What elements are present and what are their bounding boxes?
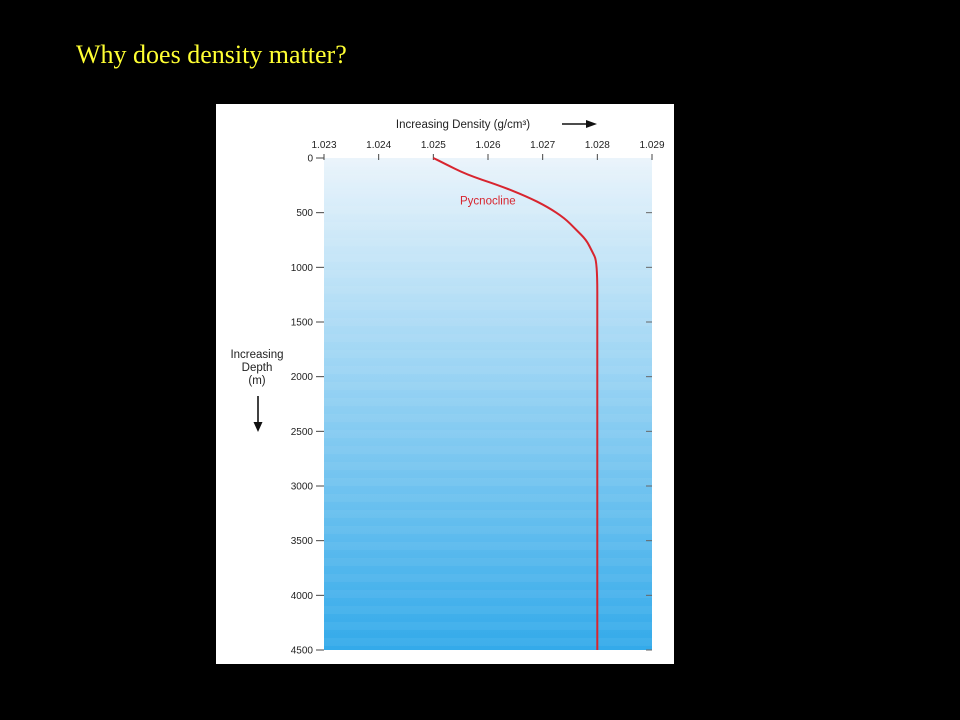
x-tick-label: 1.026 [475, 140, 500, 151]
y-tick-label: 500 [296, 208, 313, 219]
y-tick-labels: 0 500 1000 1500 2000 2500 3000 3500 4000 4500 [291, 154, 314, 657]
y-axis-title-line-1: Increasing [230, 349, 283, 361]
density-profile-line [432, 157, 599, 650]
y-tick-label: 0 [307, 154, 313, 165]
x-tick-labels: 1.023 1.024 1.025 1.026 1.027 1.028 1.029 [311, 140, 664, 151]
x-tick-label: 1.029 [639, 140, 664, 151]
pycnocline-label: Pycnocline [460, 195, 516, 207]
y-tick-label: 2500 [291, 427, 314, 438]
y-tick-label: 3000 [291, 482, 314, 493]
y-axis-arrow-icon [253, 396, 263, 432]
y-tick-label: 3500 [291, 536, 314, 547]
x-tick-label: 1.024 [366, 140, 391, 151]
x-tick-label: 1.027 [530, 140, 555, 151]
x-tick-label: 1.023 [311, 140, 336, 151]
axis-ticks [316, 154, 653, 651]
slide-title: Why does density matter? [76, 40, 347, 69]
density-depth-chart: 1.023 1.024 1.025 1.026 1.027 1.028 1.029 0 500… [216, 104, 674, 664]
x-axis-arrow-icon [562, 120, 597, 128]
chart-svg: 1.023 1.024 1.025 1.026 1.027 1.028 1.029 0 500… [230, 119, 664, 657]
y-tick-label: 2000 [291, 372, 314, 383]
y-tick-label: 4000 [291, 591, 314, 602]
y-tick-label: 1000 [291, 263, 314, 274]
x-tick-label: 1.028 [585, 140, 610, 151]
x-tick-label: 1.025 [421, 140, 446, 151]
y-axis-title-line-3: (m) [248, 375, 265, 387]
y-tick-label: 1500 [291, 318, 314, 329]
y-tick-label: 4500 [291, 646, 314, 657]
plot-shading-bands [324, 158, 652, 646]
x-axis-title: Increasing Density (g/cm³) [396, 119, 530, 131]
y-axis-title-line-2: Depth [242, 362, 273, 374]
